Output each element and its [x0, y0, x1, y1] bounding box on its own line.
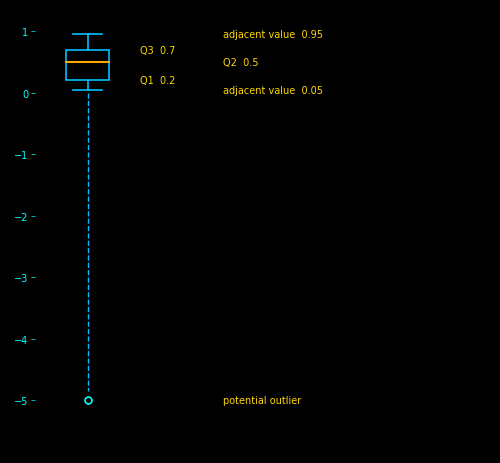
Text: potential outlier: potential outlier — [224, 395, 302, 405]
Text: Q2  0.5: Q2 0.5 — [224, 58, 259, 68]
Bar — [66, 50, 110, 81]
Text: Q3  0.7: Q3 0.7 — [140, 46, 175, 56]
Text: Q1  0.2: Q1 0.2 — [140, 76, 175, 86]
Text: adjacent value  0.05: adjacent value 0.05 — [224, 86, 324, 95]
Text: adjacent value  0.95: adjacent value 0.95 — [224, 31, 324, 40]
